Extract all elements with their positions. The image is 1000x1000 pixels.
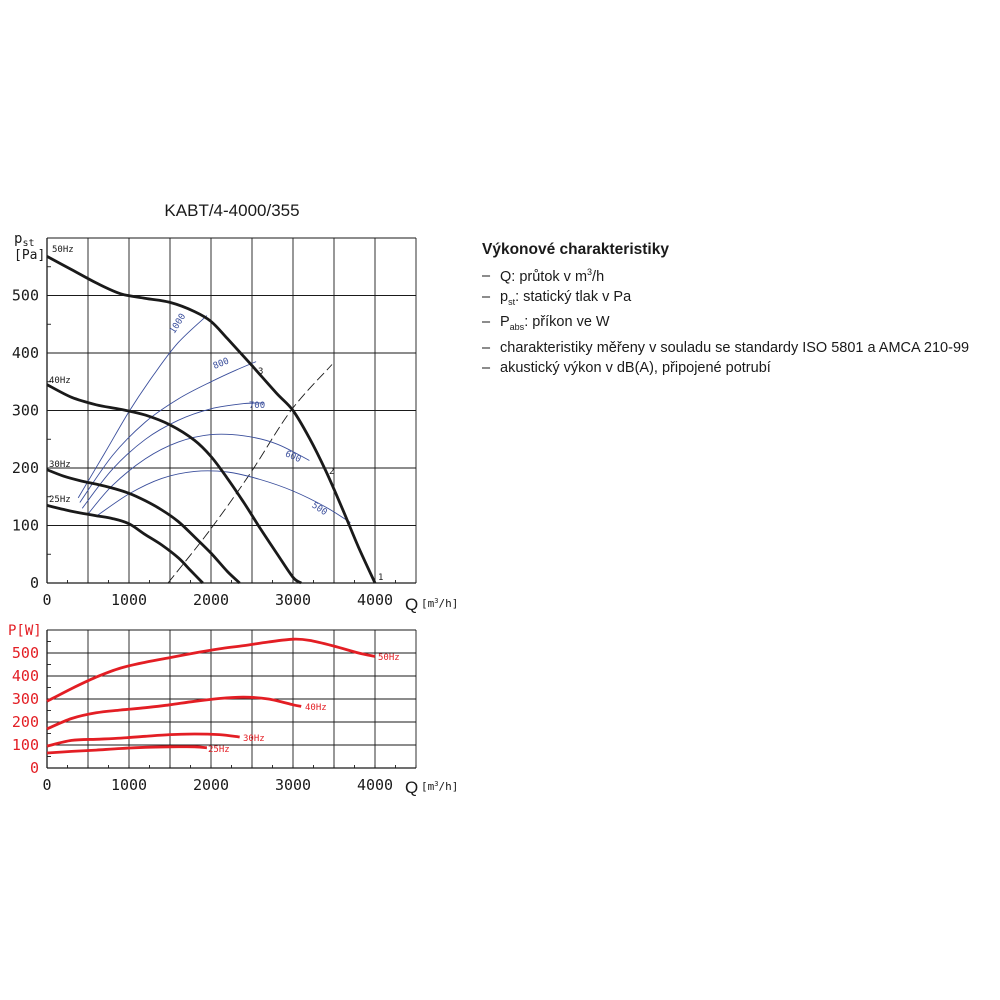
system-label-3: 3 [258, 367, 263, 377]
x-tick-label: 4000 [357, 591, 393, 609]
pressure-curve-50Hz [46, 255, 377, 584]
y-tick-label: 400 [12, 344, 39, 362]
pressure-chart: 0 1000 2000 3000 4000 0 100 200 300 400 500 KABT/4-… [12, 201, 458, 614]
y-axis-label: pst [14, 231, 34, 249]
legend-item-power: – Pabs: příkon ve W [482, 314, 610, 333]
isoline-1000 [77, 315, 208, 499]
y-tick-label: 400 [12, 667, 39, 685]
y-axis-unit: [Pa] [14, 248, 45, 263]
power-curve-40Hz [46, 695, 302, 731]
y-tick-label: 200 [12, 713, 39, 731]
power-curve-25Hz [46, 745, 208, 755]
y-tick-label: 0 [30, 759, 39, 777]
y-tick-label: 200 [12, 459, 39, 477]
power-curve-label-30Hz: 30Hz [243, 734, 265, 744]
legend-item-flow: – Q: průtok v m3/h [482, 266, 605, 285]
curve-label-30Hz: 30Hz [49, 460, 71, 470]
y-tick-label: 300 [12, 402, 39, 420]
y-tick-label: 500 [12, 287, 39, 305]
isoline-800 [79, 361, 257, 503]
isoline-700 [81, 402, 265, 509]
isoline-label-700: 700 [249, 401, 265, 411]
x-axis-label: Q [405, 595, 418, 614]
power-curve-label-25Hz: 25Hz [208, 745, 230, 755]
pressure-curve-25Hz [46, 504, 204, 584]
y-tick-label: 100 [12, 736, 39, 754]
power-x-axis-unit-sup: 3 [434, 780, 438, 788]
x-tick-label: 3000 [275, 776, 311, 794]
power-curve-50Hz [46, 637, 376, 703]
x-axis-unit-sup: 3 [434, 597, 438, 605]
x-tick-label: 0 [42, 591, 51, 609]
x-axis-unit-post: /h] [438, 597, 458, 610]
power-chart: 0 1000 2000 3000 4000 0 100 200 300 400 500 P[W] Q [m… [8, 623, 458, 797]
x-tick-label: 1000 [111, 776, 147, 794]
x-axis-unit: [m3/h] [421, 597, 458, 610]
power-x-axis-label: Q [405, 778, 418, 797]
x-tick-label: 1000 [111, 591, 147, 609]
y-tick-label: 0 [30, 574, 39, 592]
x-tick-label: 0 [42, 776, 51, 794]
curve-label-40Hz: 40Hz [49, 376, 71, 386]
power-curve-label-50Hz: 50Hz [378, 653, 400, 663]
isoline-label-1000: 1000 [168, 312, 188, 336]
isoline-600 [87, 433, 310, 515]
pressure-curve-40Hz [46, 383, 303, 585]
isoline-label-500: 500 [310, 501, 329, 518]
power-curve-30Hz [46, 732, 240, 748]
legend-item-pressure: – pst: statický tlak v Pa [482, 288, 632, 307]
x-tick-label: 3000 [275, 591, 311, 609]
system-label-1: 1 [378, 573, 383, 583]
x-tick-label: 2000 [193, 591, 229, 609]
y-axis-label-sub: st [22, 238, 34, 249]
isoline-500 [95, 470, 351, 523]
legend: Výkonové charakteristiky – Q: průtok v m3… [482, 240, 969, 379]
y-tick-label: 100 [12, 517, 39, 535]
legend-item-acoustic: – akustický výkon v dB(A), připojené potr… [482, 360, 771, 377]
x-tick-label: 4000 [357, 776, 393, 794]
system-curve-3 [167, 364, 333, 584]
curve-label-25Hz: 25Hz [49, 495, 71, 505]
system-label-2: 2 [329, 467, 334, 477]
chart-title: KABT/4-4000/355 [164, 201, 299, 220]
legend-title: Výkonové charakteristiky [482, 241, 669, 258]
power-x-axis-unit-post: /h] [438, 780, 458, 793]
power-y-axis-label: P[W] [8, 623, 42, 639]
curve-label-50Hz: 50Hz [52, 245, 74, 255]
isoline-label-800: 800 [212, 356, 231, 371]
x-tick-label: 2000 [193, 776, 229, 794]
power-curve-label-40Hz: 40Hz [305, 703, 327, 713]
legend-item-norm: – charakteristiky měřeny v souladu se sta… [482, 339, 970, 356]
power-x-axis-unit: [m3/h] [421, 780, 458, 793]
pressure-curve-30Hz [46, 468, 241, 585]
y-tick-label: 500 [12, 644, 39, 662]
y-tick-label: 300 [12, 690, 39, 708]
